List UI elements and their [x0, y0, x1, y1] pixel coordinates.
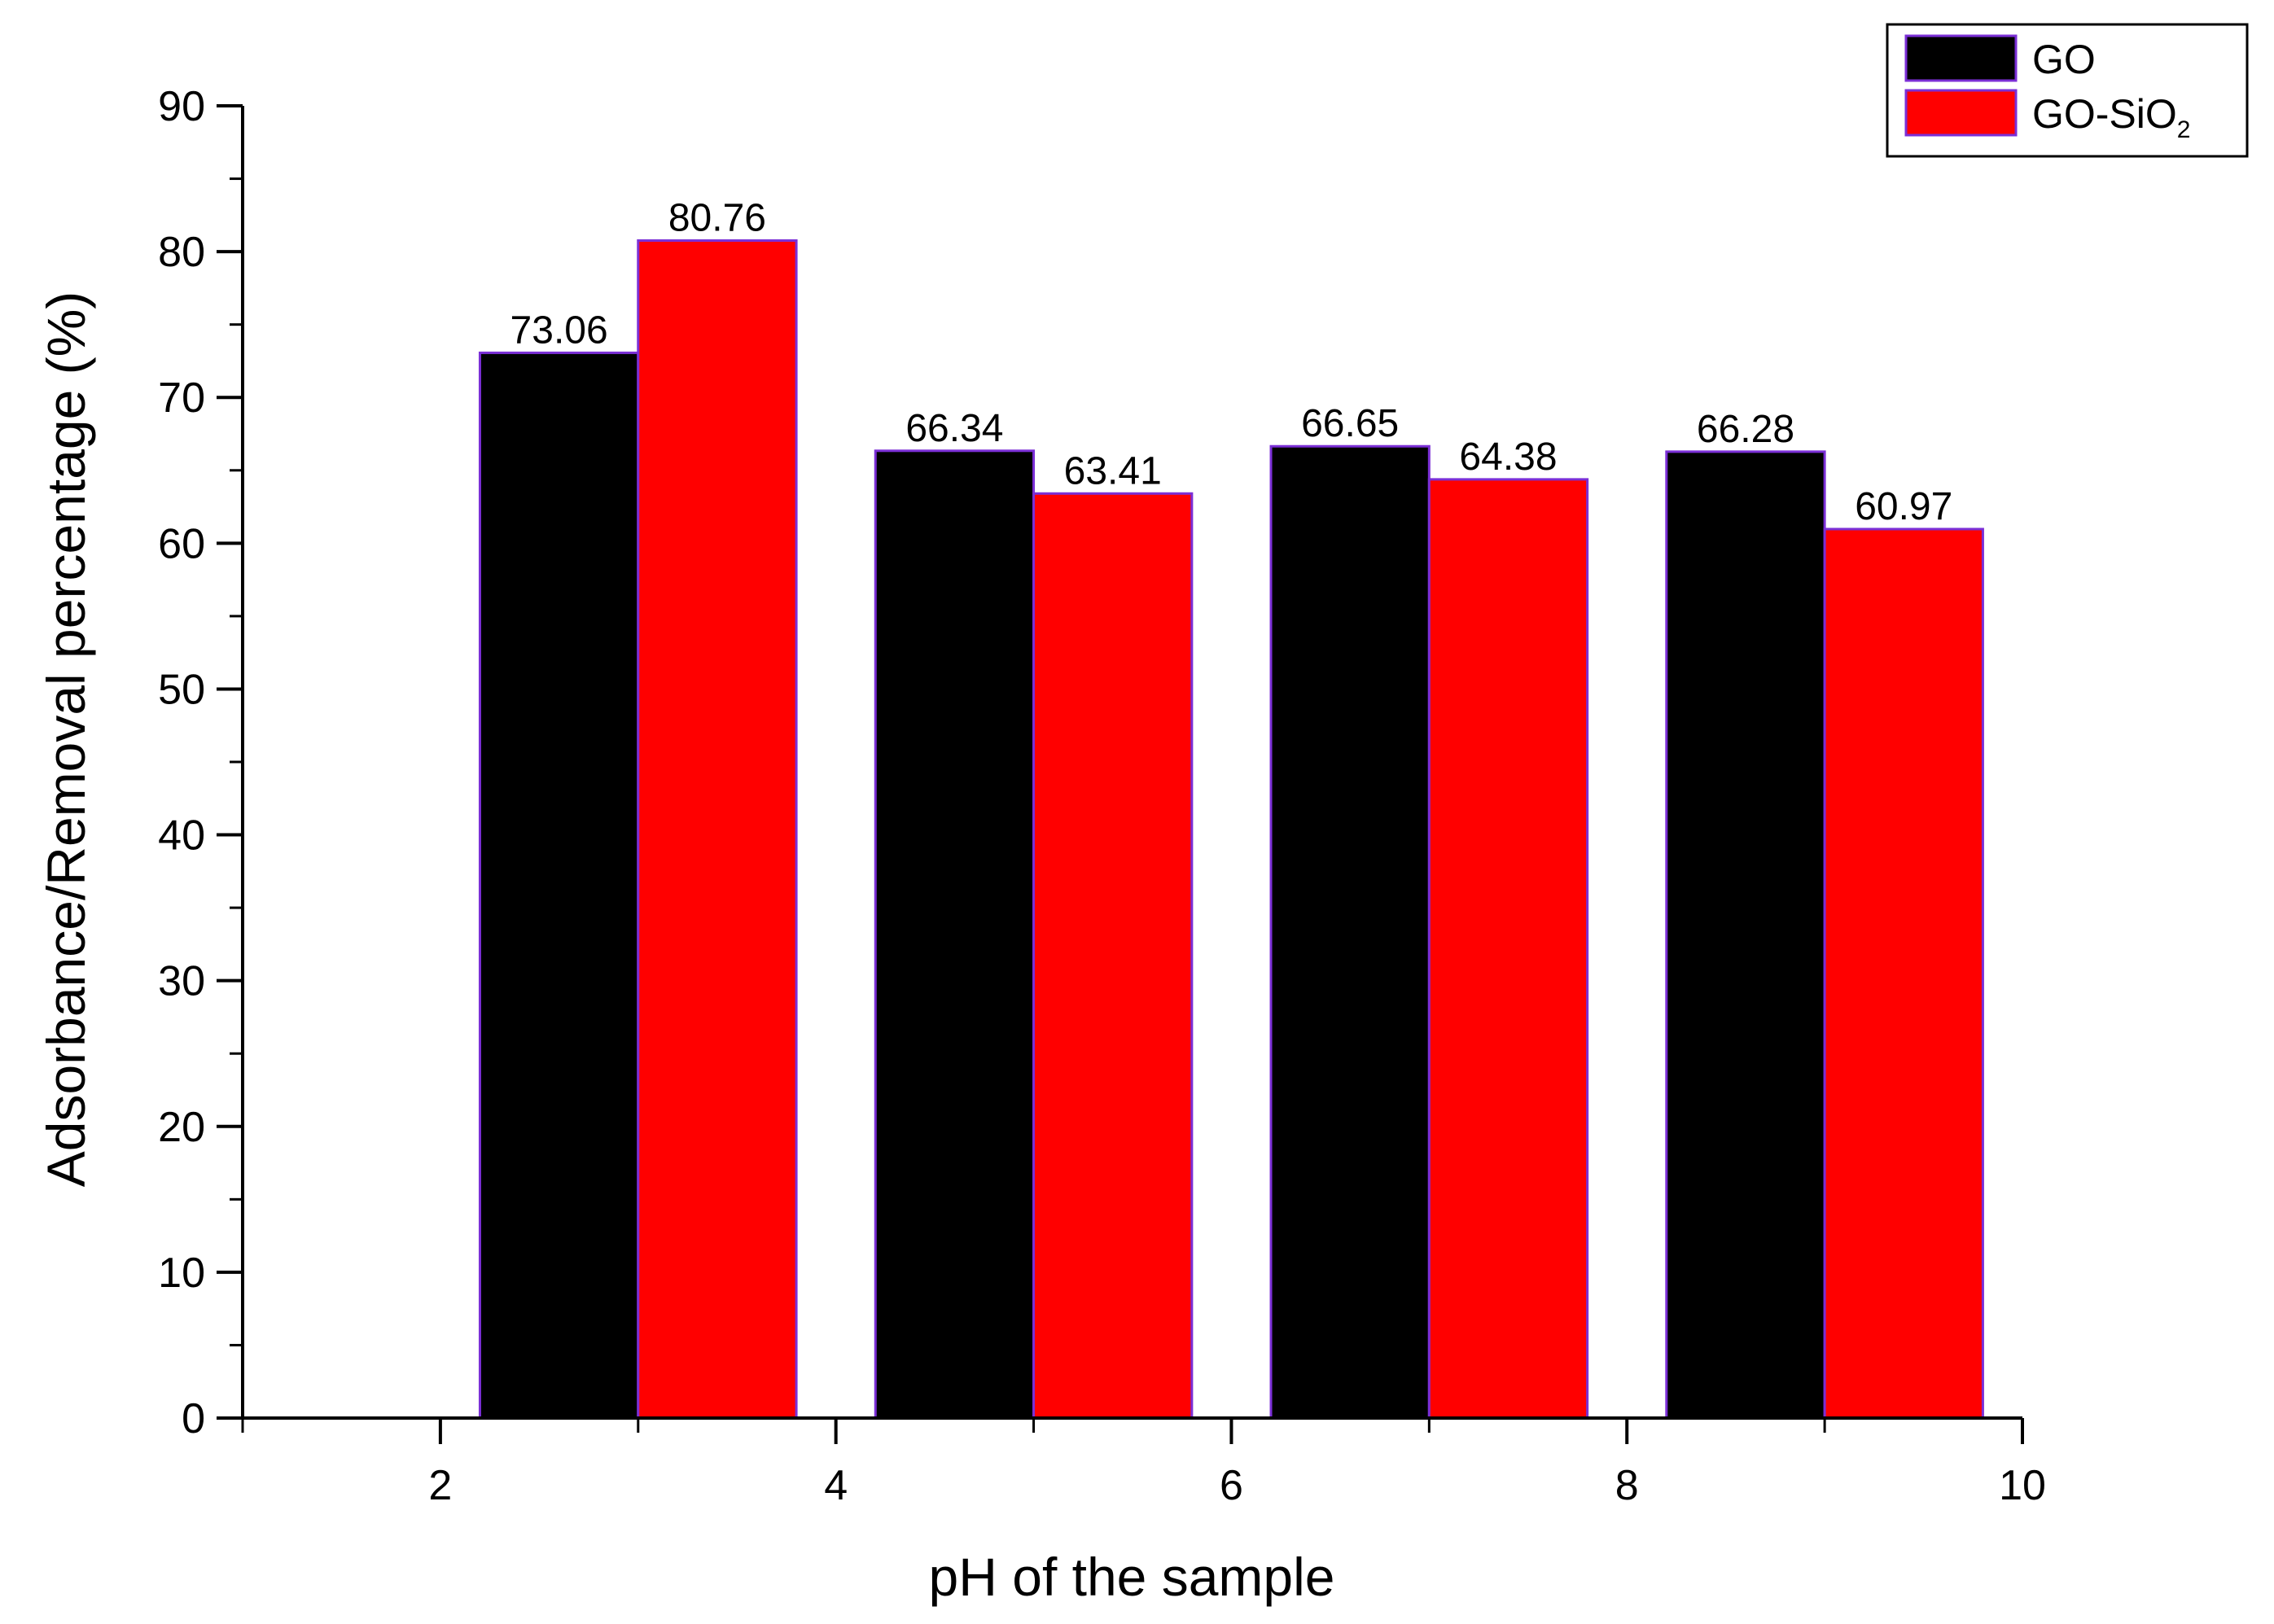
y-tick-label: 80 [158, 229, 205, 276]
data-label-go-ph9: 66.28 [1697, 408, 1794, 451]
bar-labels-group: 73.06 66.34 66.65 66.28 80.76 63.41 64.38 60.97 [510, 196, 1953, 527]
bar-go-ph5 [874, 449, 1036, 1420]
x-tick-label: 4 [824, 1462, 848, 1509]
ticks-group: 0 10 20 30 40 50 60 70 80 90 2 4 6 8 10 [158, 83, 2046, 1509]
y-tick-label: 70 [158, 374, 205, 422]
y-tick-label: 0 [182, 1395, 205, 1442]
bar-go-sio2-ph3 [637, 239, 798, 1420]
bar-go-sio2-ph5 [1032, 492, 1194, 1420]
legend-label-go-sio2: GO-SiO2 [2032, 91, 2190, 143]
legend-label-go-sio2-base: GO-SiO [2032, 91, 2177, 137]
bar-go-ph7 [1269, 444, 1431, 1420]
y-tick-label: 60 [158, 520, 205, 567]
bar-go-ph9 [1665, 450, 1826, 1420]
y-tick-label: 30 [158, 958, 205, 1005]
data-label-go-ph7: 66.65 [1301, 402, 1399, 445]
bar-go-sio2-ph7 [1427, 478, 1589, 1420]
y-tick-label: 40 [158, 812, 205, 860]
y-tick-label: 50 [158, 666, 205, 713]
data-label-go-sio2-ph3: 80.76 [668, 196, 766, 239]
x-tick-label: 8 [1615, 1462, 1639, 1509]
bars-group [478, 239, 1984, 1420]
legend-swatch-go-sio2 [1904, 89, 2018, 137]
y-axis-title: Adsorbance/Removal percentage (%) [36, 291, 96, 1188]
y-tick-label: 10 [158, 1250, 205, 1297]
bar-go-ph3 [478, 351, 640, 1420]
legend-label-go: GO [2032, 37, 2096, 82]
y-tick-label: 20 [158, 1104, 205, 1151]
bar-go-sio2-ph9 [1823, 527, 1984, 1420]
data-label-go-sio2-ph5: 63.41 [1064, 449, 1162, 492]
x-axis-title: pH of the sample [929, 1547, 1335, 1607]
x-tick-label: 6 [1220, 1462, 1243, 1509]
data-label-go-ph5: 66.34 [905, 407, 1003, 450]
legend-swatch-go [1904, 34, 2018, 82]
y-tick-label: 90 [158, 83, 205, 130]
data-label-go-sio2-ph9: 60.97 [1855, 485, 1952, 528]
x-tick-label: 2 [428, 1462, 452, 1509]
data-label-go-sio2-ph7: 64.38 [1459, 436, 1557, 479]
legend: GO GO-SiO2 [1886, 23, 2249, 158]
x-tick-label: 10 [1999, 1462, 2046, 1509]
data-label-go-ph3: 73.06 [510, 309, 608, 352]
legend-label-go-sio2-subscript: 2 [2177, 116, 2191, 143]
